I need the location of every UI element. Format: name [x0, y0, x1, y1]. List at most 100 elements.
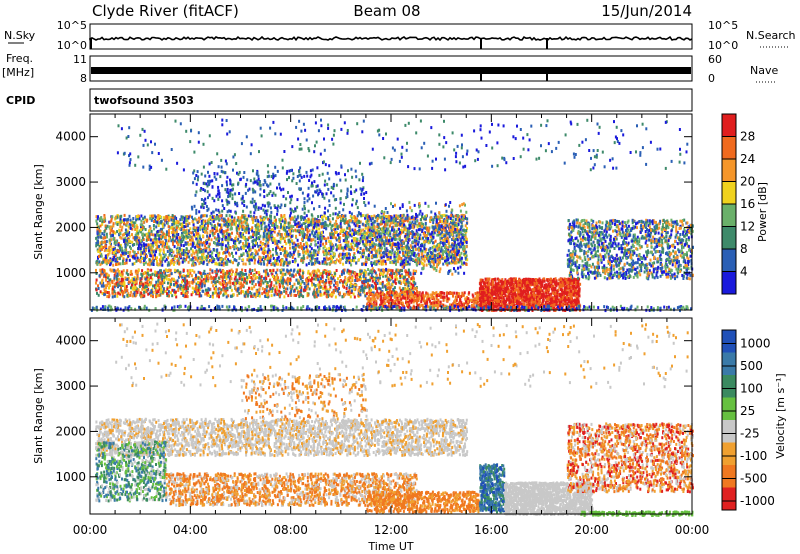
range-cell — [365, 227, 367, 230]
range-cell — [102, 241, 104, 244]
range-cell — [164, 219, 166, 222]
range-cell — [164, 260, 166, 263]
range-cell — [346, 254, 348, 257]
range-cell — [113, 251, 115, 254]
range-cell — [197, 245, 199, 248]
range-cell — [403, 228, 405, 231]
range-cell — [206, 235, 208, 238]
range-cell — [207, 224, 209, 227]
range-cell — [114, 232, 116, 235]
range-cell — [297, 216, 299, 219]
range-cell — [308, 218, 310, 221]
range-cell — [101, 232, 103, 235]
range-cell — [302, 272, 304, 275]
range-cell — [350, 243, 352, 246]
range-cell — [119, 232, 121, 235]
range-cell — [118, 229, 120, 232]
range-cell — [259, 256, 261, 259]
range-cell — [171, 249, 173, 252]
range-cell — [115, 241, 117, 244]
range-cell — [284, 250, 286, 253]
range-cell — [100, 225, 102, 228]
range-cell — [171, 254, 173, 257]
range-cell — [266, 233, 268, 236]
range-cell — [390, 256, 392, 259]
range-cell — [199, 251, 201, 254]
range-cell — [112, 295, 114, 298]
range-cell — [236, 279, 238, 282]
range-cell — [162, 245, 164, 248]
range-cell — [236, 268, 238, 271]
range-cell — [140, 215, 142, 218]
range-cell — [264, 229, 266, 232]
range-cell — [132, 217, 134, 220]
range-cell — [297, 250, 299, 253]
range-cell — [209, 268, 211, 271]
range-cell — [320, 241, 322, 244]
range-cell — [267, 273, 269, 276]
range-cell — [420, 248, 422, 251]
range-cell — [321, 294, 323, 297]
range-cell — [302, 216, 304, 219]
range-cell — [373, 234, 375, 237]
range-cell — [200, 241, 202, 244]
range-cell — [155, 237, 157, 240]
range-cell — [249, 256, 251, 259]
range-cell — [246, 282, 248, 285]
range-cell — [221, 219, 223, 222]
range-cell — [289, 232, 291, 235]
range-cell — [149, 263, 151, 266]
range-cell — [232, 255, 234, 258]
range-cell — [255, 239, 257, 242]
range-cell — [151, 247, 153, 250]
range-cell — [143, 245, 145, 248]
range-cell — [191, 231, 193, 234]
range-cell — [269, 226, 271, 229]
range-cell — [303, 257, 305, 260]
range-cell — [107, 276, 109, 279]
range-cell — [428, 230, 430, 233]
range-cell — [111, 292, 113, 295]
range-cell — [225, 276, 227, 279]
range-cell — [439, 255, 441, 258]
range-cell — [321, 231, 323, 234]
range-cell — [139, 260, 141, 263]
range-cell — [292, 216, 294, 219]
range-cell — [346, 287, 348, 290]
range-cell — [145, 228, 147, 231]
range-cell — [284, 224, 286, 227]
range-cell — [183, 269, 185, 272]
range-cell — [115, 258, 117, 261]
range-cell — [336, 231, 338, 234]
range-cell — [222, 243, 224, 246]
range-cell — [111, 229, 113, 232]
range-cell — [115, 216, 117, 219]
range-cell — [157, 214, 159, 217]
range-cell — [322, 219, 324, 222]
range-cell — [366, 247, 368, 250]
range-cell — [242, 259, 244, 262]
range-cell — [404, 235, 406, 238]
range-cell — [151, 230, 153, 233]
range-cell — [350, 259, 352, 262]
range-cell — [208, 221, 210, 224]
range-cell — [305, 220, 307, 223]
nave-ybottom: 0 — [708, 72, 715, 85]
range-cell — [130, 270, 132, 273]
range-cell — [299, 246, 301, 249]
range-cell — [173, 220, 175, 223]
range-cell — [129, 259, 131, 262]
range-cell — [167, 250, 169, 253]
range-cell — [213, 280, 215, 283]
range-cell — [173, 263, 175, 266]
range-cell — [400, 257, 402, 260]
range-cell — [432, 241, 434, 244]
range-cell — [99, 263, 101, 266]
range-cell — [274, 216, 276, 219]
range-cell — [321, 222, 323, 225]
cpid-label: CPID — [6, 94, 35, 107]
range-cell — [377, 214, 379, 217]
range-cell — [347, 220, 349, 223]
range-cell — [289, 282, 291, 285]
range-cell — [144, 252, 146, 255]
